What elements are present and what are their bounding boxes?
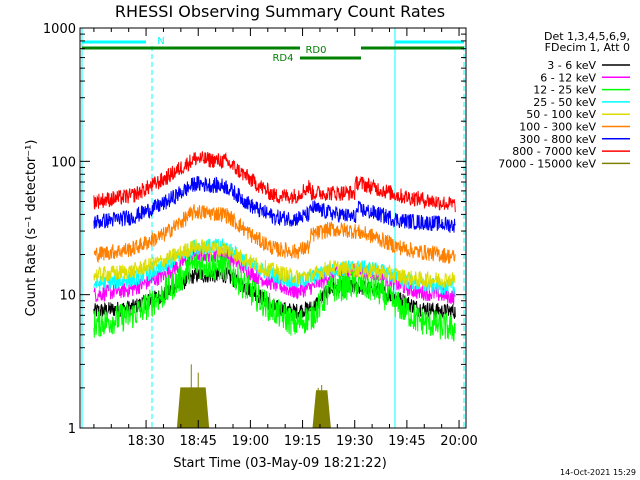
legend-label: 50 - 100 keV: [526, 108, 596, 121]
legend-label: 100 - 300 keV: [519, 121, 596, 134]
legend-label: 300 - 800 keV: [519, 133, 596, 146]
n-label: N: [157, 36, 164, 47]
series-line: [93, 252, 456, 342]
rd-bars: [82, 46, 464, 60]
series-2: [93, 252, 456, 342]
y-tick-label: 10: [59, 289, 76, 304]
x-tick-label: 19:00: [232, 434, 269, 449]
y-tick-label: 100: [51, 155, 76, 170]
series-line: [93, 151, 456, 213]
x-tick-label: 19:30: [336, 434, 373, 449]
legend-header-line1: Det 1,3,4,5,6,9,: [544, 30, 630, 43]
y-tick-label: 1: [68, 422, 76, 437]
series-line: [93, 238, 456, 289]
series-7: [93, 151, 456, 213]
series-4: [93, 238, 456, 289]
plot-frame: [79, 27, 467, 429]
series-5: [93, 204, 456, 264]
chart-title: RHESSI Observing Summary Count Rates: [115, 2, 445, 21]
series-8: [176, 364, 331, 429]
rd0-label: RD0: [305, 45, 326, 56]
legend-label: 3 - 6 keV: [547, 59, 596, 72]
legend-label: 6 - 12 keV: [540, 71, 596, 84]
x-tick-label: 18:45: [179, 434, 216, 449]
legend-label: 800 - 7000 keV: [512, 145, 596, 158]
series-line: [93, 204, 456, 264]
x-axis-label: Start Time (03-May-09 18:21:22): [173, 456, 387, 471]
series-layer: [93, 151, 456, 429]
x-tick-label: 19:45: [388, 434, 425, 449]
x-tick-label: 18:30: [127, 434, 164, 449]
timestamp: 14-Oct-2021 15:29: [560, 468, 636, 477]
x-tick-label: 20:00: [440, 434, 477, 449]
rd4-label: RD4: [272, 53, 293, 64]
axes: 18:30 18:45 19:00 19:15 19:30 19:45 20:00 1 10 10…: [43, 22, 478, 449]
legend-header-line2: FDecim 1, Att 0: [545, 41, 630, 54]
marker-lines: [81, 28, 465, 428]
legend-label: 12 - 25 keV: [533, 84, 596, 97]
legend-label: 7000 - 15000 keV: [498, 157, 596, 170]
series-mark-burst: [176, 387, 331, 429]
x-tick-label: 19:15: [284, 434, 321, 449]
y-tick-label: 1000: [43, 22, 76, 37]
legend: Det 1,3,4,5,6,9, FDecim 1, Att 0 3 - 6 k…: [498, 30, 630, 170]
series-6: [93, 175, 456, 233]
y-axis-label: Count Rate (s⁻¹ detector⁻¹): [24, 140, 39, 317]
legend-label: 25 - 50 keV: [533, 96, 596, 109]
series-line: [93, 175, 456, 233]
